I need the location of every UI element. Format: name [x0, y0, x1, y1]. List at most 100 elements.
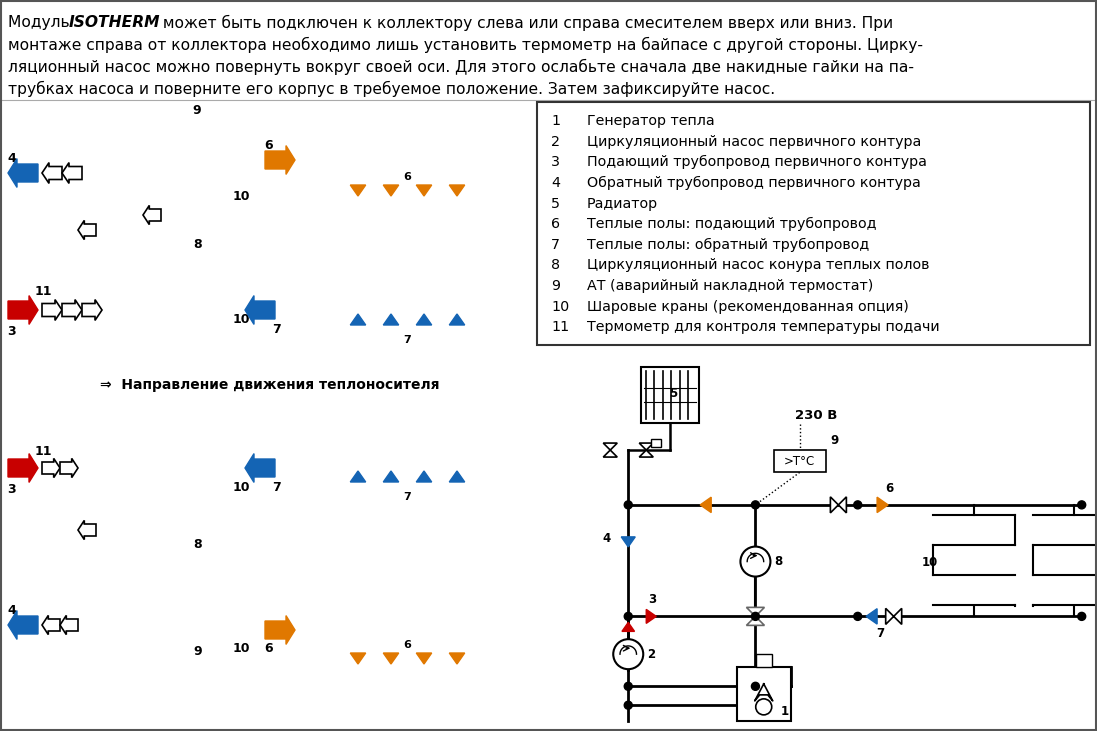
Text: 5: 5 [668, 387, 677, 400]
Text: 11: 11 [551, 320, 569, 334]
Text: Модуль: Модуль [8, 15, 75, 30]
Circle shape [751, 682, 759, 690]
Text: 8: 8 [193, 538, 202, 551]
Bar [641, 367, 699, 423]
Text: Теплые полы: подающий трубопровод: Теплые полы: подающий трубопровод [587, 217, 877, 231]
Text: 1: 1 [551, 114, 561, 128]
Polygon shape [450, 653, 465, 664]
Text: 4: 4 [551, 176, 559, 190]
Text: >T°C: >T°C [784, 455, 815, 468]
Text: 6: 6 [885, 482, 893, 495]
Text: 4: 4 [602, 532, 610, 545]
Text: 10: 10 [551, 300, 569, 314]
Polygon shape [63, 300, 82, 320]
Polygon shape [622, 622, 634, 632]
Circle shape [613, 639, 643, 669]
Text: 4: 4 [7, 604, 15, 617]
Polygon shape [450, 314, 465, 325]
Polygon shape [63, 162, 82, 183]
Text: Теплые полы: обратный трубопровод: Теплые полы: обратный трубопровод [587, 238, 869, 252]
Polygon shape [450, 471, 465, 482]
Text: Шаровые краны (рекомендованная опция): Шаровые краны (рекомендованная опция) [587, 300, 909, 314]
Circle shape [624, 701, 632, 709]
Bar [737, 667, 791, 721]
Text: 7: 7 [272, 323, 281, 336]
Text: 7: 7 [877, 627, 884, 640]
Bar [773, 450, 826, 472]
Polygon shape [8, 454, 38, 482]
Polygon shape [885, 608, 894, 624]
Polygon shape [416, 185, 432, 196]
Text: 6: 6 [551, 217, 559, 231]
Circle shape [624, 613, 632, 621]
Polygon shape [867, 609, 878, 624]
Polygon shape [42, 458, 60, 477]
Text: Генератор тепла: Генератор тепла [587, 114, 714, 128]
Text: 10: 10 [233, 313, 250, 326]
Polygon shape [878, 497, 889, 512]
Circle shape [624, 501, 632, 509]
Polygon shape [416, 653, 432, 664]
Polygon shape [603, 443, 618, 450]
Text: 5: 5 [551, 197, 559, 211]
Text: 11: 11 [35, 285, 53, 298]
Text: 10: 10 [233, 481, 250, 494]
Text: 3: 3 [648, 594, 656, 607]
Text: 3: 3 [551, 155, 559, 170]
Text: 3: 3 [7, 325, 15, 338]
Circle shape [751, 501, 759, 509]
Polygon shape [383, 314, 398, 325]
Text: Подающий трубопровод первичного контура: Подающий трубопровод первичного контура [587, 155, 927, 170]
Circle shape [756, 699, 771, 715]
Polygon shape [78, 520, 97, 539]
Text: 8: 8 [551, 259, 561, 273]
Text: Радиатор: Радиатор [587, 197, 658, 211]
Polygon shape [245, 454, 275, 482]
Text: АТ (аварийный накладной термостат): АТ (аварийный накладной термостат) [587, 279, 873, 293]
Circle shape [853, 501, 862, 509]
Polygon shape [383, 471, 398, 482]
Bar [756, 654, 771, 667]
Text: Термометр для контроля температуры подачи: Термометр для контроля температуры подач… [587, 320, 940, 334]
Text: ⇒  Направление движения теплоносителя: ⇒ Направление движения теплоносителя [100, 378, 440, 392]
Polygon shape [416, 471, 432, 482]
Polygon shape [621, 537, 635, 547]
Polygon shape [450, 185, 465, 196]
Text: ляционный насос можно повернуть вокруг своей оси. Для этого ослабьте сначала две: ляционный насос можно повернуть вокруг с… [8, 59, 914, 75]
Polygon shape [143, 205, 161, 224]
Text: 6: 6 [403, 172, 411, 182]
Polygon shape [350, 185, 365, 196]
Polygon shape [830, 497, 838, 513]
Text: 230 В: 230 В [794, 409, 837, 422]
Polygon shape [746, 607, 765, 616]
Polygon shape [416, 314, 432, 325]
Polygon shape [350, 471, 365, 482]
Text: Обратный трубопровод первичного контура: Обратный трубопровод первичного контура [587, 176, 920, 190]
Text: 7: 7 [551, 238, 559, 251]
Circle shape [1077, 501, 1086, 509]
Polygon shape [838, 497, 847, 513]
Polygon shape [646, 610, 656, 624]
Circle shape [740, 547, 770, 577]
Text: 8: 8 [774, 555, 782, 568]
Circle shape [1077, 613, 1086, 621]
Polygon shape [640, 443, 653, 450]
Polygon shape [82, 300, 102, 320]
Text: 10: 10 [233, 642, 250, 655]
Text: 9: 9 [551, 279, 559, 293]
Polygon shape [350, 653, 365, 664]
Bar [0, 100, 535, 730]
Text: 4: 4 [7, 152, 15, 165]
Text: 8: 8 [193, 238, 202, 251]
Text: 7: 7 [403, 492, 410, 502]
Polygon shape [60, 458, 78, 477]
Text: 6: 6 [264, 139, 273, 152]
Text: Циркуляционный насос конура теплых полов: Циркуляционный насос конура теплых полов [587, 259, 929, 273]
Text: 9: 9 [830, 434, 839, 447]
Text: 2: 2 [647, 648, 655, 661]
Polygon shape [8, 159, 38, 187]
Polygon shape [265, 145, 295, 175]
Polygon shape [245, 295, 275, 325]
Polygon shape [700, 497, 711, 512]
Polygon shape [78, 221, 97, 240]
